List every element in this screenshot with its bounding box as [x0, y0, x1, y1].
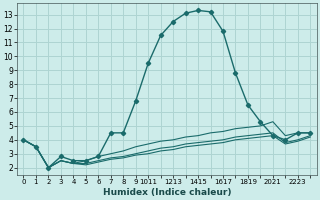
- X-axis label: Humidex (Indice chaleur): Humidex (Indice chaleur): [103, 188, 231, 197]
